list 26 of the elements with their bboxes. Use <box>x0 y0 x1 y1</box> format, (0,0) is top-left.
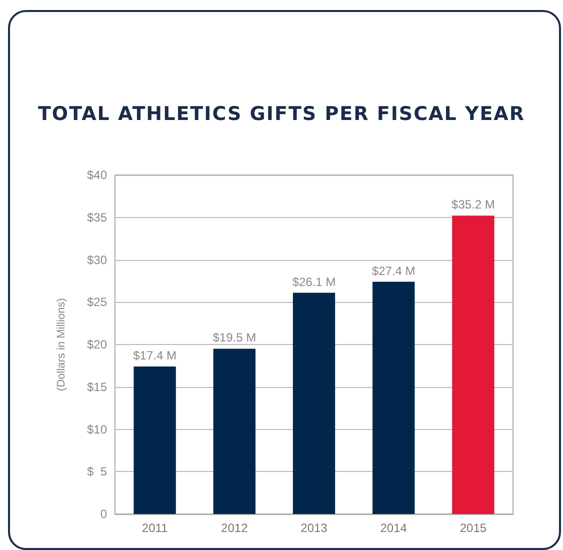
y-tick-label: $10 <box>86 422 108 436</box>
y-tick-label: $40 <box>86 168 108 182</box>
bar <box>213 348 256 514</box>
x-tick-label: 2013 <box>300 521 328 535</box>
y-axis-title: (Dollars in Millions) <box>56 298 68 391</box>
bar <box>292 292 336 514</box>
bar <box>372 282 415 514</box>
y-tick-label: 0 <box>100 507 108 521</box>
y-tick-label: $35 <box>86 210 108 224</box>
data-label: $35.2 M <box>452 198 495 212</box>
data-label: $17.4 M <box>133 348 176 363</box>
x-tick-label: 2011 <box>142 521 168 535</box>
y-tick-label: $30 <box>86 252 108 267</box>
x-tick-label: 2015 <box>460 521 487 535</box>
chart-title: TOTAL ATHLETICS GIFTS PER FISCAL YEAR <box>36 103 526 125</box>
bar <box>134 366 176 514</box>
data-label: $19.5 M <box>212 330 256 345</box>
bar <box>452 216 494 514</box>
y-tick-label: $20 <box>86 338 108 352</box>
x-tick-label: 2012 <box>221 521 248 535</box>
x-tick-label: 2014 <box>380 521 408 535</box>
y-tick-label: $ 5 <box>86 464 108 479</box>
y-tick-label: $15 <box>86 380 108 394</box>
data-label: $27.4 M <box>372 264 416 278</box>
data-label: $26.1 M <box>292 274 336 289</box>
y-tick-label: $25 <box>86 295 108 310</box>
